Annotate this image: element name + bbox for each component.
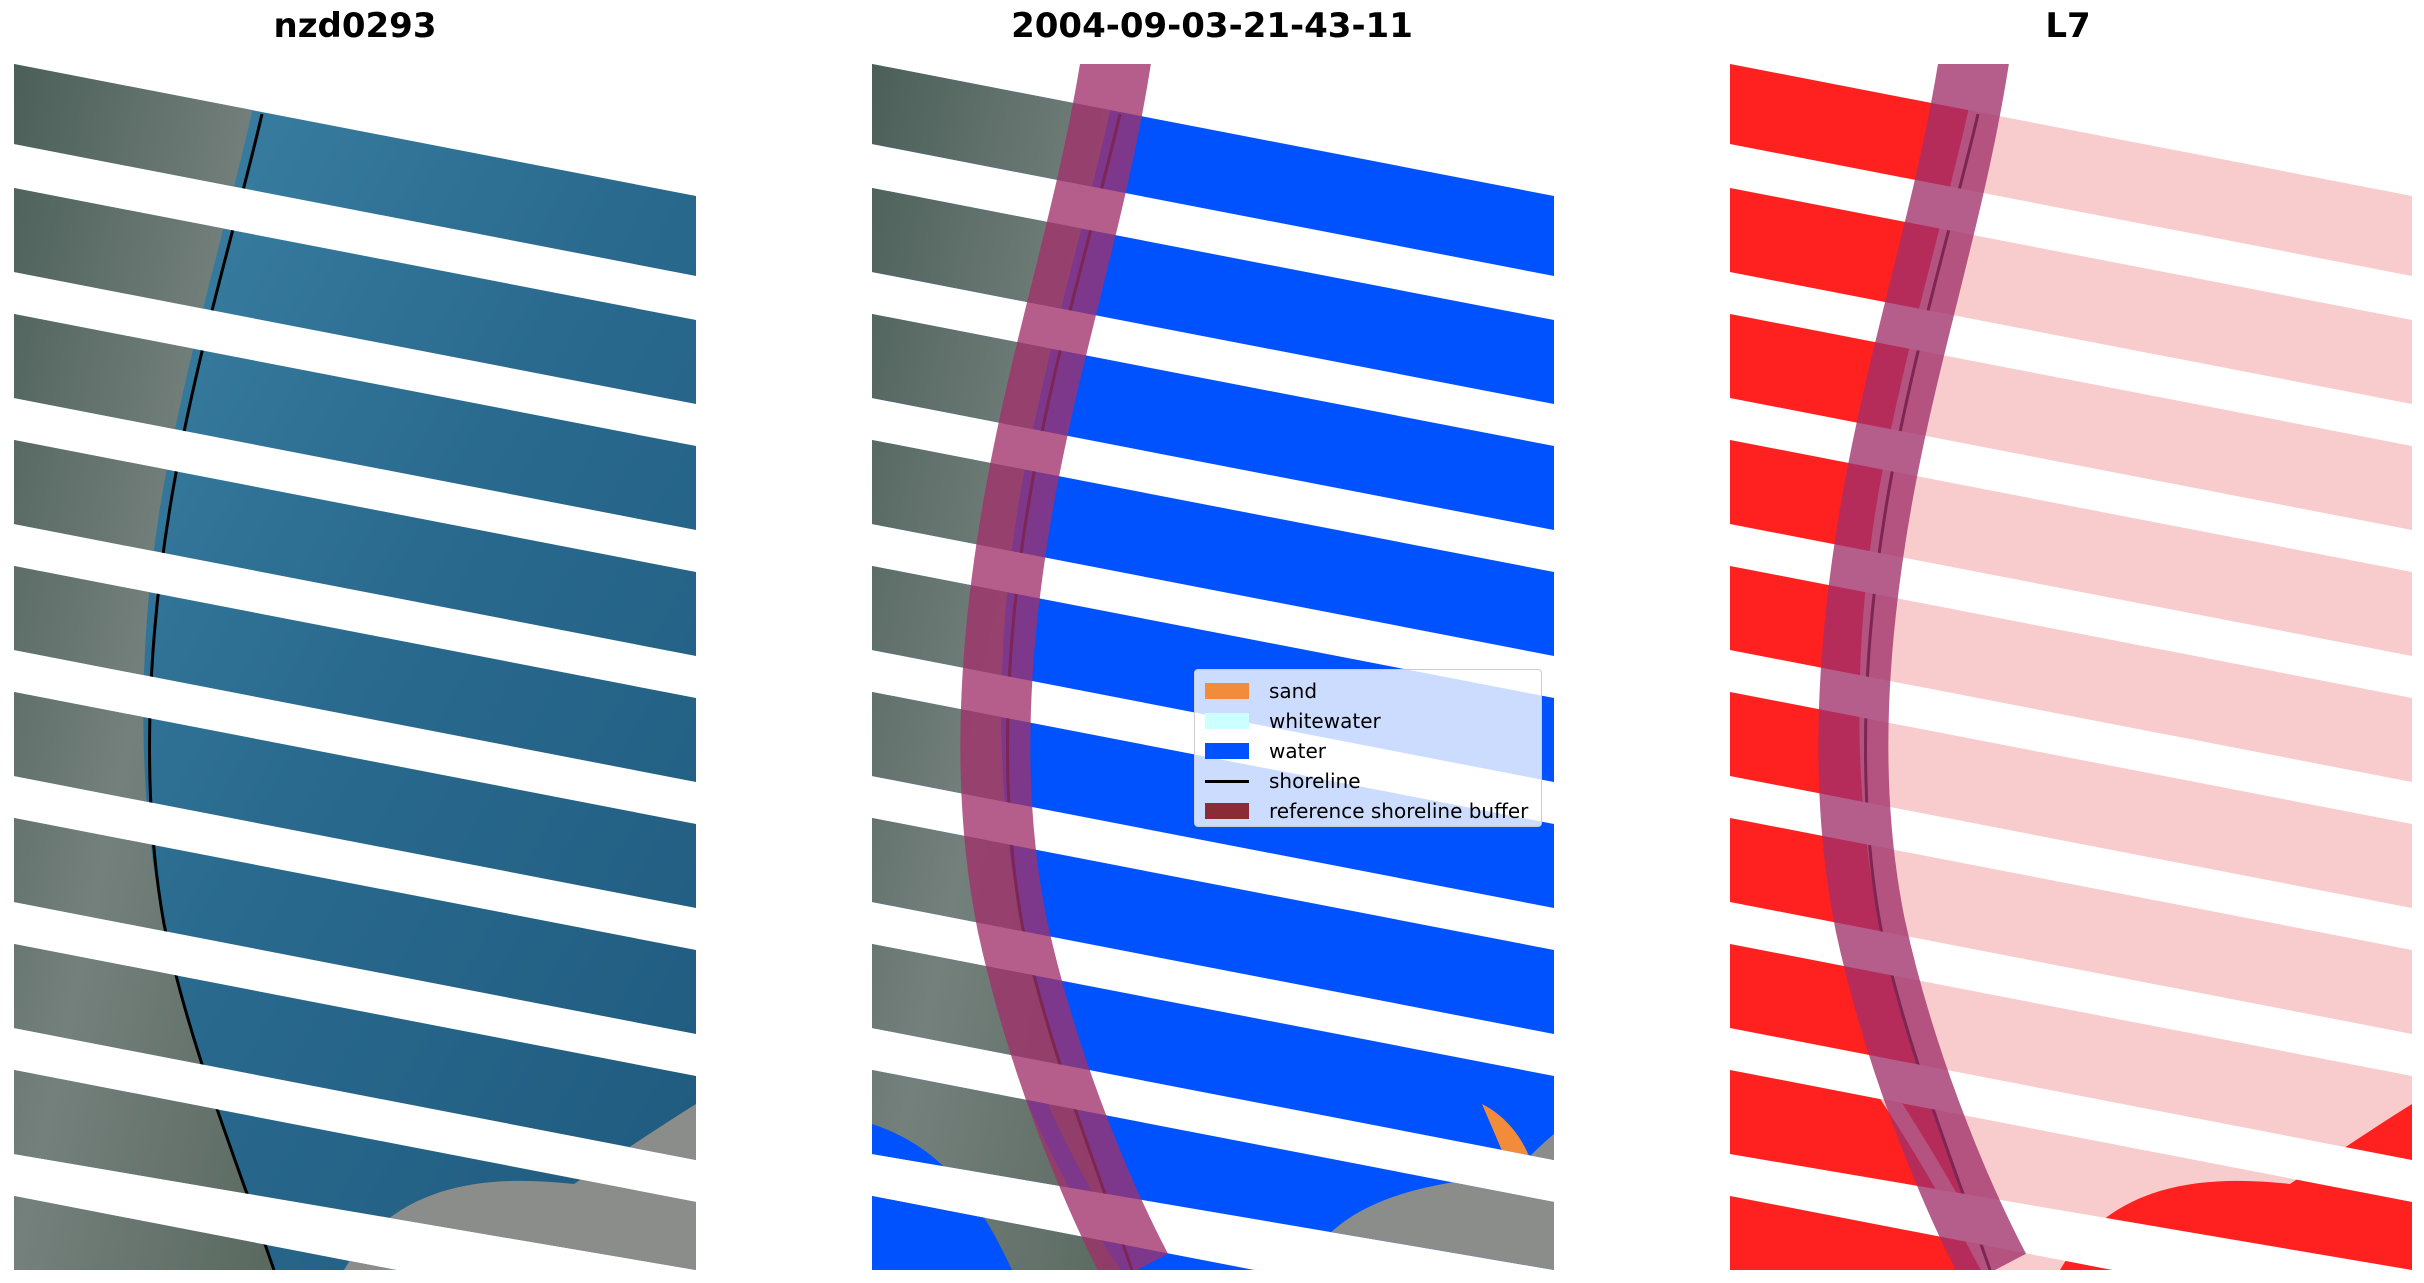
legend-label: sand <box>1269 679 1318 703</box>
legend-label: shoreline <box>1269 769 1361 793</box>
legend-item-water: water <box>1205 736 1531 766</box>
water-swatch <box>1205 743 1249 759</box>
whitewater-swatch <box>1205 713 1249 729</box>
panel-title-index: L7 <box>2045 6 2091 46</box>
legend-item-shoreline: shoreline <box>1205 766 1531 796</box>
sand-swatch <box>1205 683 1249 699</box>
legend-item-whitewater: whitewater <box>1205 706 1531 736</box>
index-image-panel <box>1730 64 2412 1270</box>
reference-shoreline-buffer <box>960 64 1169 1270</box>
classified-image-panel <box>872 64 1554 1270</box>
legend-label: whitewater <box>1269 709 1381 733</box>
legend-item-sand: sand <box>1205 676 1531 706</box>
legend-label: reference shoreline buffer <box>1269 799 1529 823</box>
panel-title-rgb: nzd0293 <box>273 6 437 46</box>
land-area <box>14 64 274 1270</box>
buffer-swatch <box>1205 803 1249 819</box>
shoreline-swatch <box>1205 779 1249 783</box>
rgb-image-panel <box>14 64 696 1270</box>
legend: sand whitewater water shoreline referenc… <box>1194 669 1542 827</box>
panel-title-classified: 2004-09-03-21-43-11 <box>1011 6 1413 46</box>
legend-item-buffer: reference shoreline buffer <box>1205 796 1531 826</box>
legend-label: water <box>1269 739 1326 763</box>
